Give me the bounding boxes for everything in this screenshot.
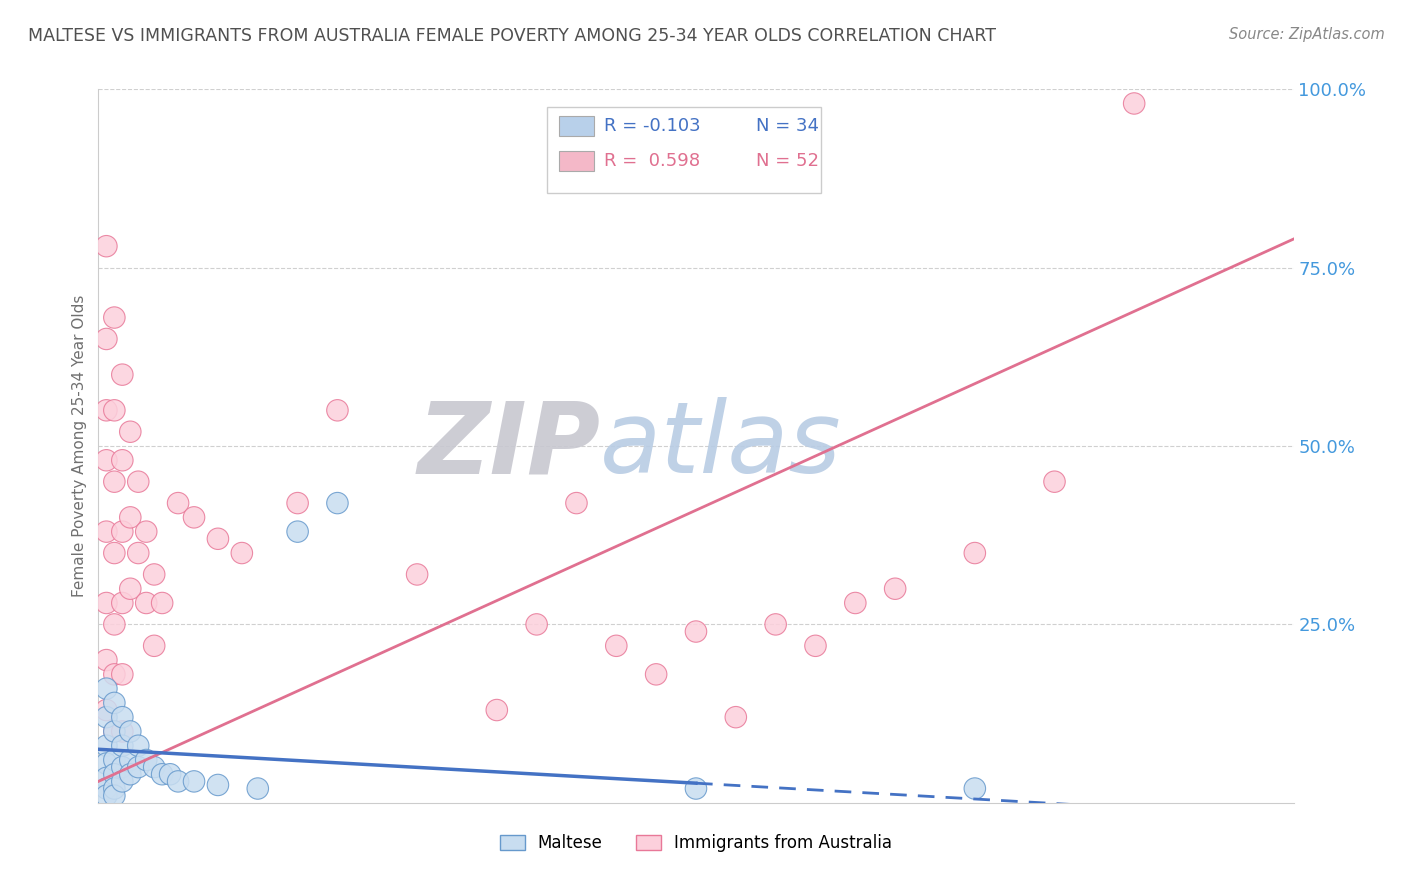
Ellipse shape — [111, 364, 134, 385]
Ellipse shape — [725, 706, 747, 728]
Ellipse shape — [96, 649, 117, 671]
Ellipse shape — [111, 735, 134, 756]
Ellipse shape — [96, 706, 117, 728]
Ellipse shape — [104, 400, 125, 421]
Ellipse shape — [96, 678, 117, 699]
Ellipse shape — [128, 756, 149, 778]
Ellipse shape — [111, 771, 134, 792]
Ellipse shape — [104, 721, 125, 742]
Y-axis label: Female Poverty Among 25-34 Year Olds: Female Poverty Among 25-34 Year Olds — [72, 295, 87, 597]
Ellipse shape — [96, 735, 117, 756]
Ellipse shape — [104, 542, 125, 564]
Ellipse shape — [287, 492, 308, 514]
Ellipse shape — [120, 749, 141, 771]
Ellipse shape — [143, 756, 165, 778]
Ellipse shape — [104, 692, 125, 714]
Ellipse shape — [111, 721, 134, 742]
Ellipse shape — [183, 771, 205, 792]
FancyBboxPatch shape — [558, 116, 595, 136]
Ellipse shape — [104, 785, 125, 806]
Ellipse shape — [247, 778, 269, 799]
Ellipse shape — [104, 764, 125, 785]
Text: R = -0.103: R = -0.103 — [605, 117, 700, 135]
Ellipse shape — [152, 764, 173, 785]
Ellipse shape — [685, 778, 707, 799]
Ellipse shape — [96, 400, 117, 421]
Text: N = 34: N = 34 — [756, 117, 818, 135]
Ellipse shape — [231, 542, 253, 564]
Ellipse shape — [606, 635, 627, 657]
Ellipse shape — [96, 450, 117, 471]
Ellipse shape — [128, 542, 149, 564]
Ellipse shape — [845, 592, 866, 614]
Text: N = 52: N = 52 — [756, 153, 818, 170]
Ellipse shape — [965, 778, 986, 799]
FancyBboxPatch shape — [558, 152, 595, 171]
Ellipse shape — [287, 521, 308, 542]
Ellipse shape — [645, 664, 666, 685]
Ellipse shape — [104, 307, 125, 328]
Ellipse shape — [96, 699, 117, 721]
Ellipse shape — [159, 764, 181, 785]
Ellipse shape — [128, 471, 149, 492]
Ellipse shape — [96, 235, 117, 257]
FancyBboxPatch shape — [547, 107, 821, 193]
Ellipse shape — [96, 328, 117, 350]
Ellipse shape — [96, 753, 117, 774]
Ellipse shape — [111, 706, 134, 728]
Text: atlas: atlas — [600, 398, 842, 494]
Ellipse shape — [526, 614, 547, 635]
Text: MALTESE VS IMMIGRANTS FROM AUSTRALIA FEMALE POVERTY AMONG 25-34 YEAR OLDS CORREL: MALTESE VS IMMIGRANTS FROM AUSTRALIA FEM… — [28, 27, 995, 45]
Ellipse shape — [207, 774, 229, 796]
Legend: Maltese, Immigrants from Australia: Maltese, Immigrants from Australia — [494, 828, 898, 859]
Ellipse shape — [1043, 471, 1066, 492]
Ellipse shape — [120, 764, 141, 785]
Ellipse shape — [486, 699, 508, 721]
Ellipse shape — [104, 664, 125, 685]
Ellipse shape — [183, 507, 205, 528]
Ellipse shape — [104, 778, 125, 799]
Ellipse shape — [96, 592, 117, 614]
Ellipse shape — [104, 749, 125, 771]
Ellipse shape — [111, 756, 134, 778]
Ellipse shape — [152, 592, 173, 614]
Text: R =  0.598: R = 0.598 — [605, 153, 700, 170]
Ellipse shape — [96, 767, 117, 789]
Ellipse shape — [207, 528, 229, 549]
Ellipse shape — [96, 778, 117, 799]
Ellipse shape — [120, 421, 141, 442]
Ellipse shape — [965, 542, 986, 564]
Ellipse shape — [96, 521, 117, 542]
Ellipse shape — [565, 492, 588, 514]
Ellipse shape — [120, 721, 141, 742]
Ellipse shape — [143, 635, 165, 657]
Ellipse shape — [120, 578, 141, 599]
Ellipse shape — [167, 492, 188, 514]
Ellipse shape — [326, 400, 349, 421]
Ellipse shape — [104, 471, 125, 492]
Ellipse shape — [1123, 93, 1144, 114]
Ellipse shape — [167, 771, 188, 792]
Ellipse shape — [104, 614, 125, 635]
Text: Source: ZipAtlas.com: Source: ZipAtlas.com — [1229, 27, 1385, 42]
Ellipse shape — [143, 564, 165, 585]
Ellipse shape — [406, 564, 427, 585]
Ellipse shape — [135, 521, 157, 542]
Ellipse shape — [104, 721, 125, 742]
Ellipse shape — [804, 635, 827, 657]
Ellipse shape — [765, 614, 786, 635]
Ellipse shape — [685, 621, 707, 642]
Ellipse shape — [111, 664, 134, 685]
Ellipse shape — [120, 507, 141, 528]
Text: ZIP: ZIP — [418, 398, 600, 494]
Ellipse shape — [135, 749, 157, 771]
Ellipse shape — [111, 592, 134, 614]
Ellipse shape — [128, 735, 149, 756]
Ellipse shape — [326, 492, 349, 514]
Ellipse shape — [111, 521, 134, 542]
Ellipse shape — [884, 578, 905, 599]
Ellipse shape — [111, 450, 134, 471]
Ellipse shape — [96, 785, 117, 806]
Ellipse shape — [135, 592, 157, 614]
